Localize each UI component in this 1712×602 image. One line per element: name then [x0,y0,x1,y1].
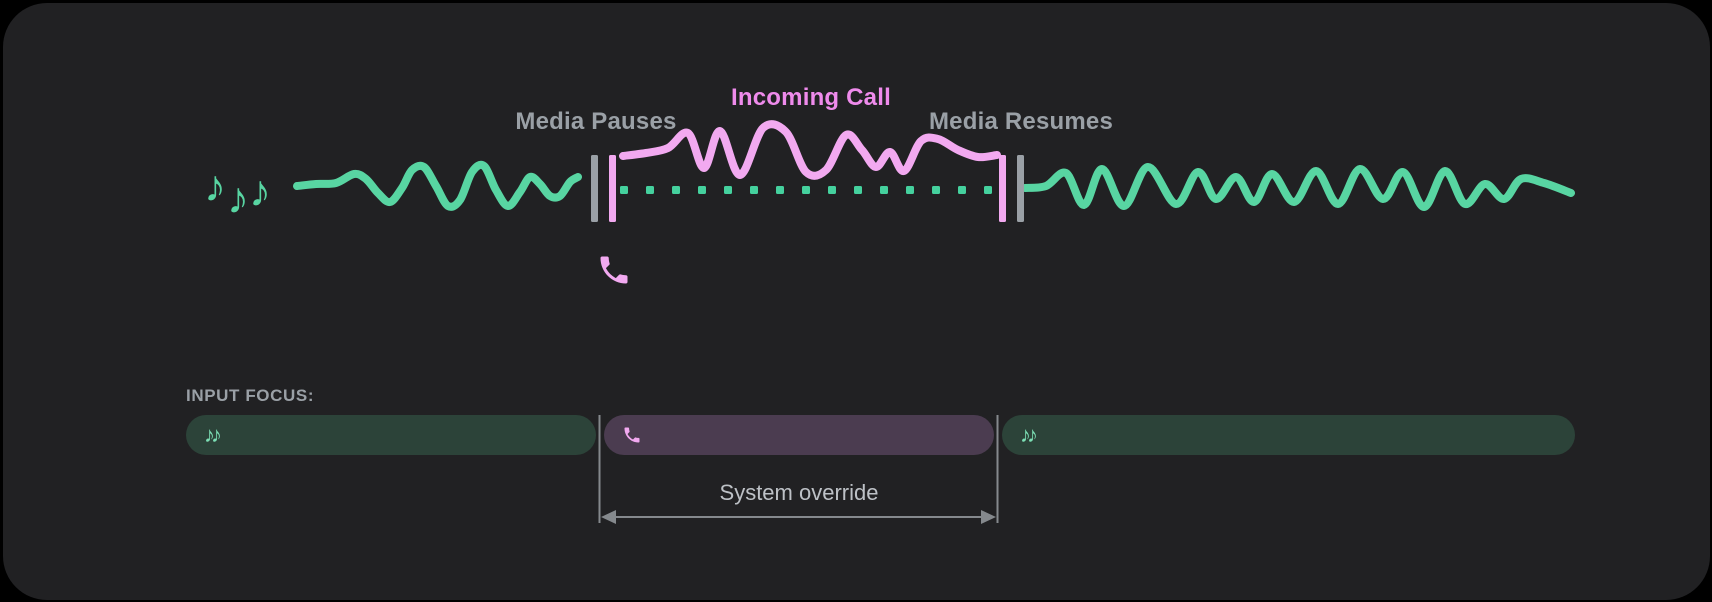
paused-media-dotted-line [620,186,992,194]
pause-bar-pink [609,155,616,222]
pause-bar-gray [591,155,598,222]
focus-segment-media-before-call: ♪♪ [186,415,596,455]
music-note-icon: ♪ [249,167,271,216]
phone-icon [622,425,642,445]
call-waveform [619,120,1001,180]
media-resumes-label: Media Resumes [928,108,1114,135]
music-note-icon: ♪ [204,162,226,211]
media-waveform-left [293,160,582,211]
arrow-head-left [601,510,616,524]
incoming-call-label: Incoming Call [731,84,891,111]
media-waveform-right [1021,163,1575,211]
music-notes-icon: ♪♪ [1020,422,1038,447]
music-notes-icon: ♪♪ [204,422,222,447]
media-pauses-label: Media Pauses [515,108,677,135]
focus-segment-incoming-call [604,415,994,455]
phone-icon [596,252,632,288]
override-span-arrow [601,510,996,524]
resume-bar-gray [1017,155,1024,222]
input-focus-heading: INPUT FOCUS: [186,386,315,405]
resume-bar-pink [999,155,1006,222]
background-card [3,3,1710,600]
arrow-head-right [981,510,996,524]
music-note-icon: ♪ [227,174,249,223]
focus-segment-media-after-call: ♪♪ [1002,415,1575,455]
system-override-label: System override [719,480,879,505]
